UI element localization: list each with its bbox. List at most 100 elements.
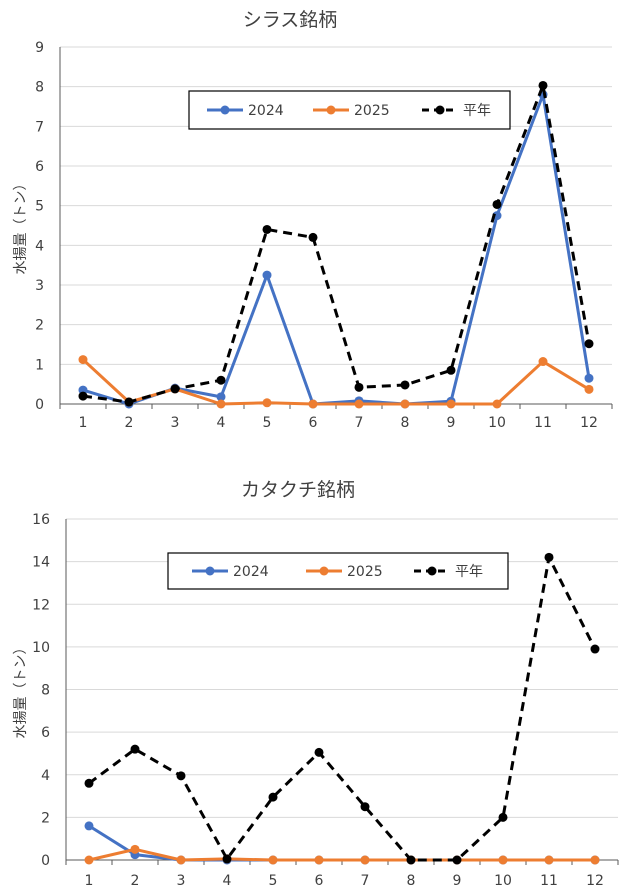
x-tick-label: 5 (269, 873, 278, 889)
x-tick-label: 9 (453, 873, 462, 889)
y-tick-label: 5 (35, 199, 44, 215)
y-tick-label: 0 (35, 397, 44, 413)
x-tick-label: 12 (580, 415, 598, 431)
data-point-平年 (498, 812, 508, 822)
x-tick-label: 12 (586, 873, 604, 889)
data-point-2025 (492, 399, 502, 409)
chart-title: シラス銘柄 (243, 9, 338, 31)
x-tick-label: 11 (534, 415, 552, 431)
data-point-平年 (590, 644, 600, 654)
y-tick-label: 1 (35, 357, 44, 373)
series-line-平年 (82, 83, 591, 404)
series-line-2025 (88, 847, 595, 862)
data-point-2025 (360, 855, 370, 865)
data-point-平年 (400, 380, 410, 390)
y-tick-label: 6 (35, 159, 44, 175)
data-point-平年 (308, 232, 318, 242)
data-point-2024 (584, 373, 594, 383)
series-line-2025 (81, 358, 590, 406)
x-tick-label: 6 (309, 415, 318, 431)
x-tick-label: 7 (355, 415, 364, 431)
y-tick-label: 0 (41, 853, 50, 869)
data-point-2025 (216, 399, 226, 409)
series-line-2024 (82, 93, 591, 406)
y-tick-label: 16 (32, 512, 50, 528)
x-tick-label: 3 (171, 415, 180, 431)
legend-marker-2024 (220, 105, 230, 115)
x-tick-label: 8 (407, 873, 416, 889)
data-point-平年 (262, 224, 272, 234)
data-point-平年 (170, 384, 180, 394)
x-tick-label: 10 (488, 415, 506, 431)
data-point-2025 (262, 398, 272, 408)
y-tick-label: 3 (35, 278, 44, 294)
x-tick-label: 2 (131, 873, 140, 889)
y-tick-label: 7 (35, 119, 44, 135)
series-line-平年 (88, 555, 597, 862)
legend-marker-2025 (319, 566, 329, 576)
x-tick-label: 8 (401, 415, 410, 431)
data-point-平年 (544, 552, 554, 562)
legend-label-2024: 2024 (248, 103, 284, 119)
legend-label-2024: 2024 (233, 564, 269, 580)
y-tick-label: 9 (35, 40, 44, 56)
data-point-2025 (538, 357, 548, 367)
y-tick-label: 8 (41, 683, 50, 699)
legend-marker-平年 (427, 566, 437, 576)
x-tick-label: 1 (79, 415, 88, 431)
data-point-2025 (78, 355, 88, 365)
x-tick-label: 7 (361, 873, 370, 889)
data-point-2025 (314, 855, 324, 865)
legend-label-平年: 平年 (455, 564, 483, 580)
data-point-2025 (176, 855, 186, 865)
x-tick-label: 11 (540, 873, 558, 889)
x-tick-label: 4 (217, 415, 226, 431)
data-point-平年 (406, 855, 416, 865)
data-point-2025 (498, 855, 508, 865)
legend-marker-平年 (435, 105, 445, 115)
legend-marker-2024 (205, 566, 215, 576)
data-point-2025 (590, 855, 600, 865)
data-point-平年 (492, 199, 502, 209)
data-point-平年 (360, 802, 370, 812)
y-tick-label: 10 (32, 640, 50, 656)
data-point-2025 (400, 399, 410, 409)
x-tick-label: 1 (85, 873, 94, 889)
y-tick-label: 4 (35, 238, 44, 254)
x-tick-label: 3 (177, 873, 186, 889)
x-tick-label: 4 (223, 873, 232, 889)
data-point-平年 (314, 747, 324, 757)
data-point-2025 (584, 384, 594, 394)
data-point-平年 (78, 391, 88, 401)
data-point-2024 (216, 392, 226, 402)
data-point-2025 (446, 399, 456, 409)
data-point-2025 (308, 399, 318, 409)
data-point-平年 (222, 854, 232, 864)
data-point-2025 (544, 855, 554, 865)
y-tick-label: 2 (35, 318, 44, 334)
x-tick-label: 2 (125, 415, 134, 431)
data-point-平年 (268, 792, 278, 802)
data-point-平年 (452, 855, 462, 865)
x-tick-label: 5 (263, 415, 272, 431)
y-axis-label: 水揚量（トン） (12, 641, 29, 739)
data-point-平年 (130, 744, 140, 754)
chart-title: カタクチ銘柄 (241, 479, 355, 501)
data-point-2025 (84, 855, 94, 865)
data-point-2025 (268, 855, 278, 865)
data-point-平年 (84, 778, 94, 788)
y-axis-label: 水揚量（トン） (12, 177, 29, 275)
legend-label-2025: 2025 (347, 564, 383, 580)
data-point-2024 (262, 270, 272, 280)
y-tick-label: 4 (41, 768, 50, 784)
x-tick-label: 6 (315, 873, 324, 889)
y-tick-label: 8 (35, 80, 44, 96)
data-point-2025 (354, 399, 364, 409)
y-tick-label: 6 (41, 725, 50, 741)
y-tick-label: 12 (32, 597, 50, 613)
data-point-平年 (446, 365, 456, 375)
data-point-平年 (584, 339, 594, 349)
data-point-2024 (84, 821, 94, 831)
legend-label-2025: 2025 (354, 103, 390, 119)
